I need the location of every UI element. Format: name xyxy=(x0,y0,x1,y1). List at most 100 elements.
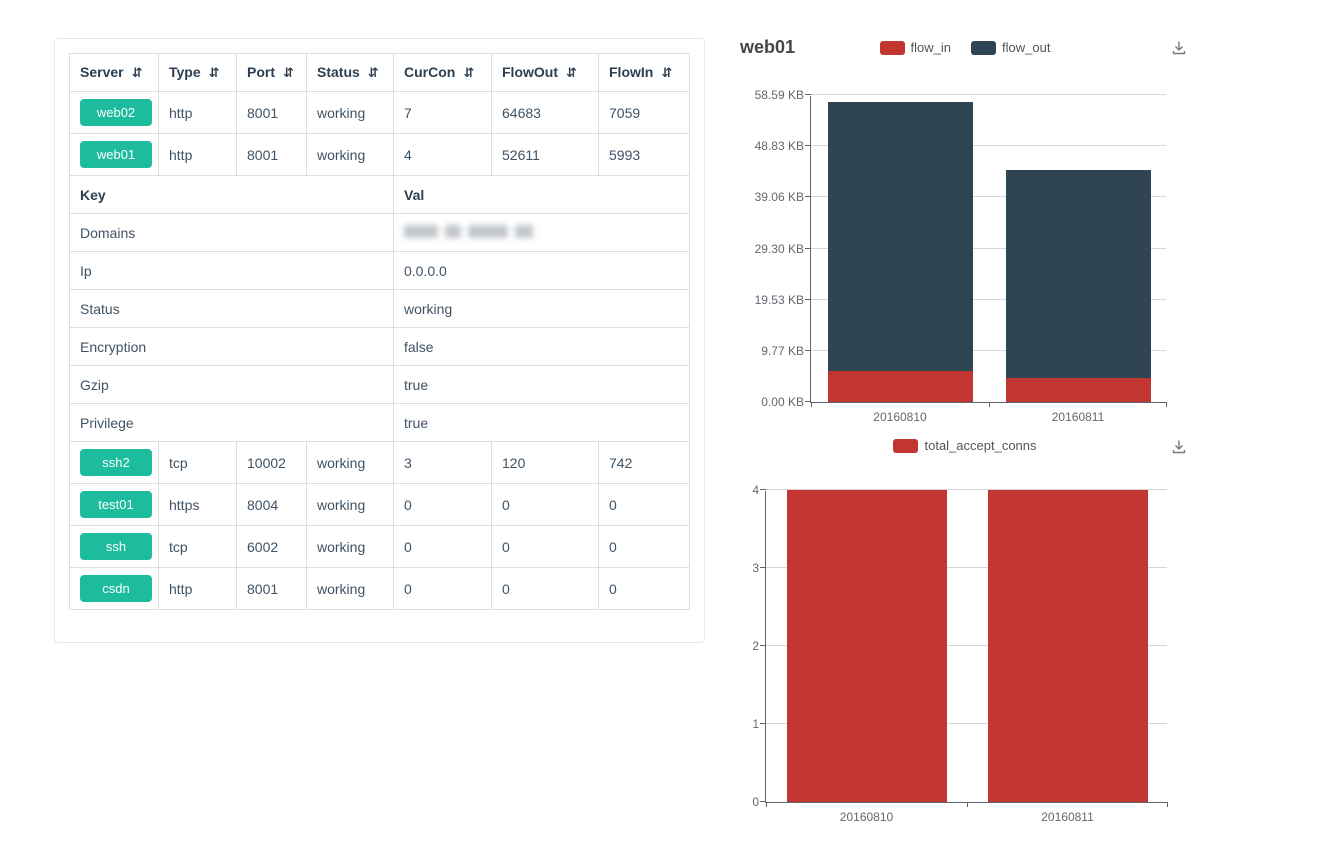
column-header-flowout[interactable]: FlowOut ⇵ xyxy=(491,53,599,92)
gridline xyxy=(811,94,1166,95)
chart1-legend: flow_in flow_out xyxy=(740,40,1190,55)
column-header-port[interactable]: Port ⇵ xyxy=(236,53,307,92)
gridline xyxy=(811,145,1166,147)
table-row: ssh2 tcp 10002 working 3 120 742 xyxy=(69,441,690,484)
bar-total_accept_conns[interactable] xyxy=(786,490,947,802)
column-header-curcon[interactable]: CurCon ⇵ xyxy=(393,53,492,92)
flowout-cell: 0 xyxy=(491,525,599,568)
detail-row: Encryption false xyxy=(69,327,690,366)
download-icon[interactable] xyxy=(1170,39,1188,57)
column-header-type[interactable]: Type ⇵ xyxy=(158,53,237,92)
val-cell: true xyxy=(393,365,690,404)
y-axis-label: 9.77 KB xyxy=(761,343,804,358)
status-cell: working xyxy=(306,441,394,484)
port-cell: 10002 xyxy=(236,441,307,484)
detail-row: Status working xyxy=(69,289,690,328)
port-cell: 8001 xyxy=(236,91,307,134)
download-icon[interactable] xyxy=(1170,438,1188,456)
conns-bar-chart: 0 1 2 3 4 20160810 20160811 xyxy=(752,483,1168,824)
column-label: FlowOut xyxy=(502,64,558,80)
flowout-cell: 64683 xyxy=(491,91,599,134)
legend-item-total-accept-conns[interactable]: total_accept_conns xyxy=(893,438,1037,453)
y-axis-tick xyxy=(805,94,811,95)
curcon-cell: 7 xyxy=(393,91,492,134)
type-cell: http xyxy=(158,567,237,610)
y-axis-tick xyxy=(760,645,766,646)
type-cell: tcp xyxy=(158,525,237,568)
y-axis-tick xyxy=(760,801,766,802)
gridline xyxy=(766,567,1167,568)
legend-item-flow-out[interactable]: flow_out xyxy=(971,40,1050,55)
port-cell: 8004 xyxy=(236,483,307,526)
y-axis-label: 19.53 KB xyxy=(754,292,804,307)
sort-icon: ⇵ xyxy=(367,66,379,81)
column-header-flowin[interactable]: FlowIn ⇵ xyxy=(598,53,690,92)
status-cell: working xyxy=(306,567,394,610)
blur-block xyxy=(445,224,461,238)
key-header-cell: Key xyxy=(69,175,394,214)
server-button-csdn[interactable]: csdn xyxy=(80,575,152,602)
detail-header-row: Key Val xyxy=(69,175,690,214)
status-cell: working xyxy=(306,91,394,134)
bar-flow_out[interactable] xyxy=(1005,170,1151,379)
flowout-cell: 120 xyxy=(491,441,599,484)
server-cell: ssh2 xyxy=(69,441,159,484)
legend-item-flow-in[interactable]: flow_in xyxy=(879,40,951,55)
gridline xyxy=(811,247,1166,249)
column-header-server[interactable]: Server ⇵ xyxy=(69,53,159,92)
bar-total_accept_conns[interactable] xyxy=(987,490,1148,802)
y-axis-tick xyxy=(760,567,766,568)
curcon-cell: 3 xyxy=(393,441,492,484)
server-table-body: web02 http 8001 working 7 64683 7059 web01 http 8… xyxy=(69,91,690,610)
server-button-test01[interactable]: test01 xyxy=(80,491,152,518)
curcon-cell: 4 xyxy=(393,133,492,176)
server-button-ssh[interactable]: ssh xyxy=(80,533,152,560)
type-cell: http xyxy=(158,91,237,134)
table-row: csdn http 8001 working 0 0 0 xyxy=(69,567,690,610)
val-cell: true xyxy=(393,403,690,442)
blur-block xyxy=(468,224,508,238)
sort-icon: ⇵ xyxy=(566,66,577,81)
curcon-cell: 0 xyxy=(393,483,492,526)
server-button-ssh2[interactable]: ssh2 xyxy=(80,449,152,476)
flow-bar-chart: 0.00 KB 9.77 KB 19.53 KB 29.30 KB 39.06 KB 48… xyxy=(755,88,1167,424)
column-header-status[interactable]: Status ⇵ xyxy=(306,53,394,92)
detail-row: Privilege true xyxy=(69,403,690,442)
y-axis-label: 48.83 KB xyxy=(754,139,804,154)
gridline xyxy=(766,723,1167,724)
column-label: Status xyxy=(317,64,360,80)
flowin-cell: 742 xyxy=(598,441,690,484)
table-row: web02 http 8001 working 7 64683 7059 xyxy=(69,91,690,134)
header-row: Server ⇵ Type ⇵ Port ⇵ Status ⇵ CurCon ⇵ FlowOut ⇵ F… xyxy=(69,53,690,92)
bar-flow_in[interactable] xyxy=(827,371,973,402)
val-cell xyxy=(393,213,690,252)
bar-flow_in[interactable] xyxy=(1005,378,1151,402)
legend-label-flow-out: flow_out xyxy=(1002,40,1051,55)
gridline xyxy=(766,489,1167,490)
bar-flow_out[interactable] xyxy=(827,102,973,372)
flowout-cell: 0 xyxy=(491,483,599,526)
chart-title: web01 xyxy=(740,37,796,57)
redacted-value xyxy=(404,224,540,238)
y-axis-label: 0.00 KB xyxy=(761,395,804,409)
sort-icon: ⇵ xyxy=(208,66,220,81)
key-cell: Encryption xyxy=(69,327,394,366)
key-cell: Domains xyxy=(69,213,394,252)
flowin-cell: 0 xyxy=(598,483,690,526)
server-button-web02[interactable]: web02 xyxy=(80,99,152,126)
detail-row: Domains xyxy=(69,213,690,252)
x-axis-label: 20160811 xyxy=(1051,410,1105,424)
flowin-cell: 0 xyxy=(598,525,690,568)
y-axis-tick xyxy=(805,401,811,402)
blur-block xyxy=(515,224,533,238)
y-axis-tick xyxy=(760,723,766,724)
server-button-web01[interactable]: web01 xyxy=(80,141,152,168)
y-axis-label: 4 xyxy=(752,483,759,497)
y-axis-label: 58.59 KB xyxy=(754,88,804,102)
key-cell: Ip xyxy=(69,251,394,290)
y-axis-label: 29.30 KB xyxy=(754,241,804,256)
y-axis-label: 0 xyxy=(752,795,759,809)
blur-block xyxy=(404,224,438,238)
status-cell: working xyxy=(306,483,394,526)
port-cell: 8001 xyxy=(236,133,307,176)
